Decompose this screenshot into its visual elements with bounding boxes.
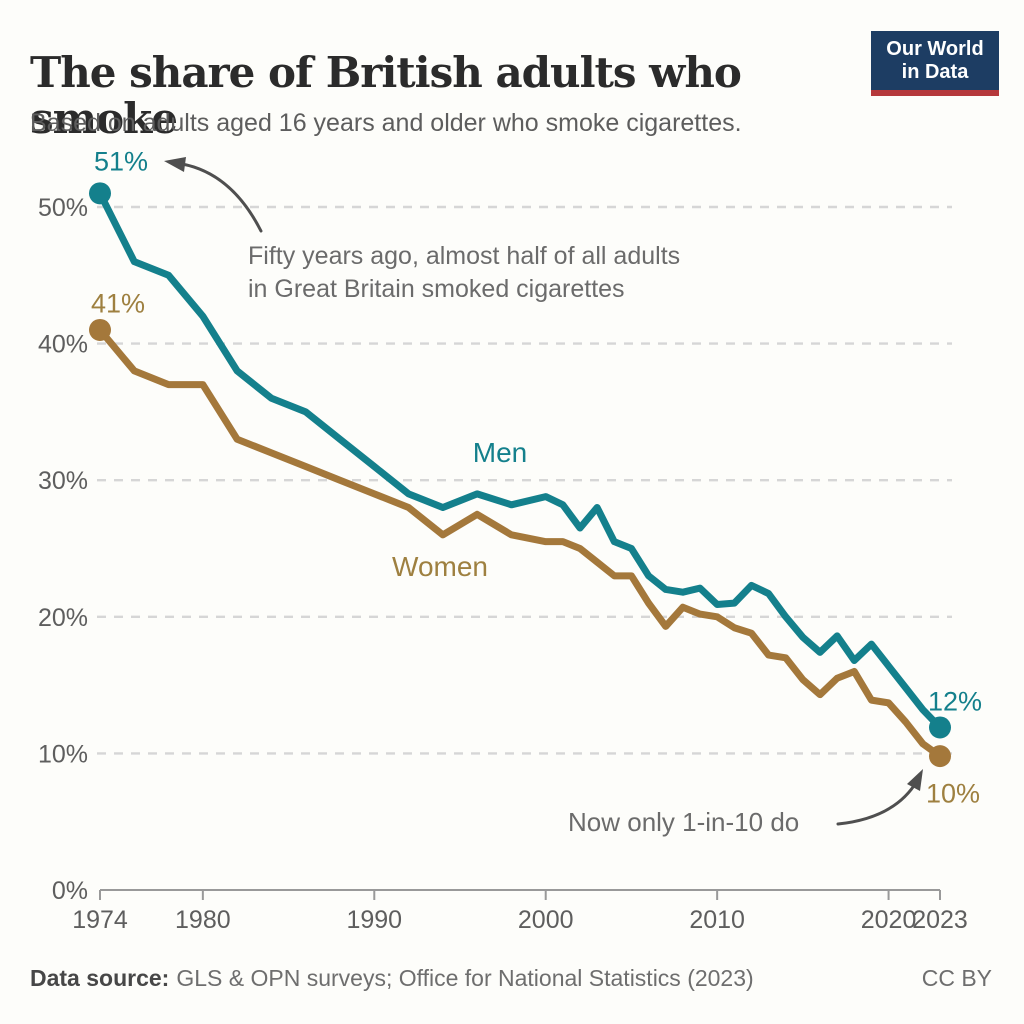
license-badge: CC BY bbox=[921, 965, 992, 991]
page-title: The share of British adults who smoke bbox=[30, 48, 742, 144]
women-start-value-label: 41% bbox=[90, 288, 146, 319]
x-tick-label-2010: 2010 bbox=[689, 906, 745, 934]
chart-footer: Data source: GLS & OPN surveys; Office fo… bbox=[30, 965, 992, 992]
owid-logo-line1: Our World bbox=[886, 37, 984, 60]
women-end-dot bbox=[929, 745, 951, 768]
women-start-dot bbox=[89, 318, 111, 341]
y-tick-label-50: 50% bbox=[38, 194, 88, 222]
annotation-arrow-bottom-head bbox=[907, 769, 923, 791]
data-source-label: Data source: bbox=[30, 965, 170, 991]
men-start-dot bbox=[89, 182, 111, 205]
men-line bbox=[96, 189, 944, 731]
women-end-value-label: 10% bbox=[925, 778, 981, 809]
y-tick-label-0: 0% bbox=[52, 877, 88, 905]
women-series-label: Women bbox=[392, 551, 488, 582]
men-series-label: Men bbox=[472, 437, 528, 468]
y-tick-label-10: 10% bbox=[38, 740, 88, 768]
x-tick-label-1990: 1990 bbox=[346, 906, 402, 934]
annotation-top-line2: in Great Britain smoked cigarettes bbox=[248, 275, 625, 303]
men-end-dot bbox=[929, 716, 951, 739]
annotation-arrow-top bbox=[174, 161, 263, 233]
annotation-arrow-bottom bbox=[836, 779, 919, 826]
annotation-bottom: Now only 1-in-10 do bbox=[568, 807, 800, 837]
men-end-value-label: 12% bbox=[927, 686, 983, 717]
x-tick-label-2023: 2023 bbox=[912, 906, 968, 934]
y-tick-label-30: 30% bbox=[38, 467, 88, 495]
men-start-value-label: 51% bbox=[93, 146, 149, 177]
x-tick-label-2000: 2000 bbox=[518, 906, 574, 934]
annotation-top: Fifty years ago, almost half of all adul… bbox=[248, 240, 680, 306]
y-tick-label-40: 40% bbox=[38, 331, 88, 359]
owid-logo-line2: in Data bbox=[901, 60, 969, 83]
data-source-text: GLS & OPN surveys; Office for National S… bbox=[176, 965, 754, 991]
owid-logo: Our World in Data bbox=[871, 31, 999, 96]
annotation-arrow-top-head bbox=[164, 157, 186, 172]
women-line bbox=[96, 326, 944, 760]
data-source: Data source: GLS & OPN surveys; Office fo… bbox=[30, 965, 754, 992]
chart-subtitle: Based on adults aged 16 years and older … bbox=[30, 109, 742, 137]
x-tick-label-1974: 1974 bbox=[72, 906, 128, 934]
y-tick-label-20: 20% bbox=[38, 604, 88, 632]
x-tick-label-2020: 2020 bbox=[861, 906, 917, 934]
x-tick-label-1980: 1980 bbox=[175, 906, 231, 934]
annotation-top-line1: Fifty years ago, almost half of all adul… bbox=[248, 242, 681, 270]
